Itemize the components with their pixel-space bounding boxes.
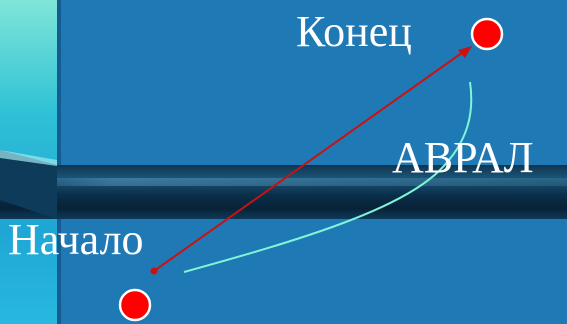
- start-marker-circle: [118, 288, 152, 322]
- direction-arrow-line: [153, 49, 467, 272]
- end-marker-circle: [470, 17, 504, 51]
- arrow-head-icon: [458, 46, 472, 58]
- wavy-path-curve: [183, 81, 473, 273]
- start-label: Начало: [8, 215, 144, 264]
- arrow-origin-dot: [150, 267, 158, 275]
- alarm-label: АВРАЛ: [392, 133, 534, 182]
- left-strip-shadow: [57, 0, 61, 324]
- strip-notch-highlight: [0, 150, 57, 166]
- band-highlight: [0, 178, 567, 186]
- strip-notch: [0, 150, 57, 219]
- end-label: Конец: [296, 7, 412, 56]
- horizontal-dark-band: [0, 165, 567, 219]
